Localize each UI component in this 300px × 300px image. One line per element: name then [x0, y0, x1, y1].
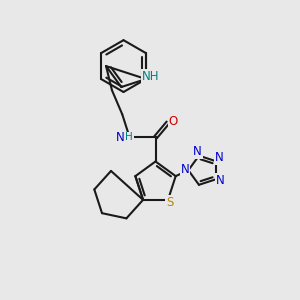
- Text: N: N: [215, 151, 224, 164]
- Text: N: N: [216, 174, 225, 187]
- Text: N: N: [193, 145, 202, 158]
- Text: N: N: [116, 131, 124, 144]
- Text: N: N: [180, 163, 189, 176]
- Text: S: S: [166, 196, 173, 209]
- Text: H: H: [125, 132, 133, 142]
- Text: NH: NH: [142, 70, 159, 83]
- Text: O: O: [169, 115, 178, 128]
